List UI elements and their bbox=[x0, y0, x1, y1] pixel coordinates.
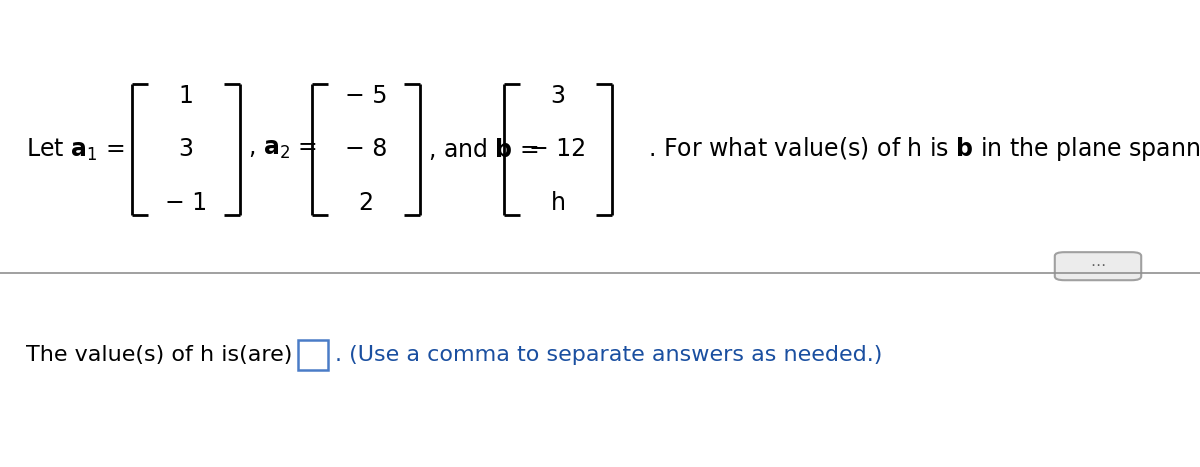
Text: . For what value(s) of h is $\mathbf{b}$ in the plane spanned by $\mathbf{a}_1$ : . For what value(s) of h is $\mathbf{b}$… bbox=[648, 135, 1200, 163]
Text: . (Use a comma to separate answers as needed.): . (Use a comma to separate answers as ne… bbox=[335, 345, 882, 365]
Text: Let $\mathbf{a}_1$ =: Let $\mathbf{a}_1$ = bbox=[26, 136, 125, 163]
Text: − 1: − 1 bbox=[164, 191, 208, 215]
Text: − 12: − 12 bbox=[529, 137, 587, 162]
Text: h: h bbox=[551, 191, 565, 215]
Text: 3: 3 bbox=[551, 84, 565, 108]
Text: − 5: − 5 bbox=[344, 84, 388, 108]
FancyBboxPatch shape bbox=[1055, 252, 1141, 280]
Text: 2: 2 bbox=[359, 191, 373, 215]
Text: − 8: − 8 bbox=[344, 137, 388, 162]
Text: , and $\mathbf{b}$ =: , and $\mathbf{b}$ = bbox=[428, 136, 539, 163]
Text: ⋯: ⋯ bbox=[1091, 258, 1105, 273]
Text: The value(s) of h is(are): The value(s) of h is(are) bbox=[26, 345, 300, 365]
FancyBboxPatch shape bbox=[298, 340, 328, 370]
Text: , $\mathbf{a}_2$ =: , $\mathbf{a}_2$ = bbox=[248, 137, 318, 162]
Text: 3: 3 bbox=[179, 137, 193, 162]
Text: 1: 1 bbox=[179, 84, 193, 108]
